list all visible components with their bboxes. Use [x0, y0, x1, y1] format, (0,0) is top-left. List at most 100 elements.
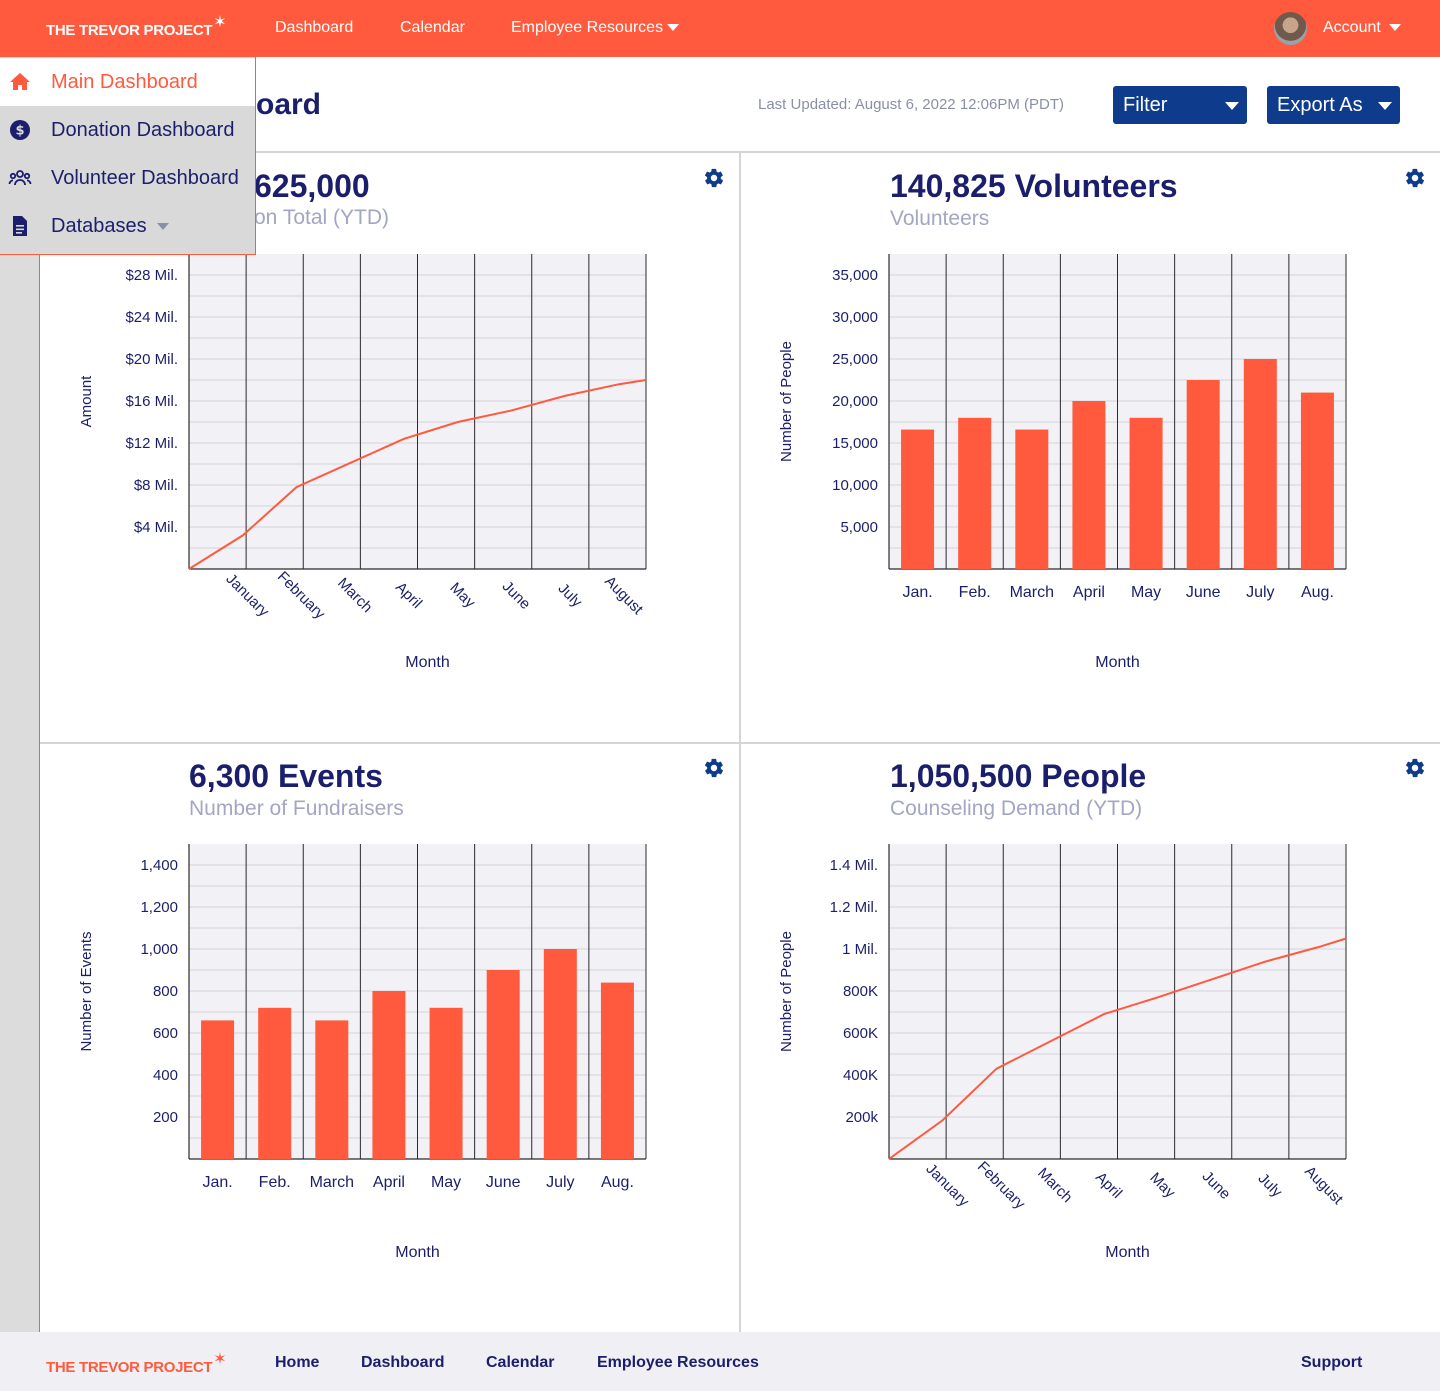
footer-link-support[interactable]: Support: [1301, 1354, 1363, 1371]
divider: [40, 742, 1440, 744]
side-menu: Main Dashboard $ Donation Dashboard Volu…: [0, 57, 256, 255]
filter-label: Filter: [1123, 94, 1168, 116]
y-tick-label: $16 Mil.: [125, 393, 178, 410]
bar: [486, 970, 520, 1159]
y-tick-label: 30,000: [832, 309, 878, 326]
y-tick-label: 1.4 Mil.: [830, 857, 878, 874]
x-axis-title: Month: [1095, 654, 1139, 671]
star-icon: ✶: [213, 1351, 227, 1368]
x-axis-title: Month: [1105, 1244, 1149, 1261]
y-tick-label: 600K: [843, 1025, 878, 1042]
x-tick-label: April: [1073, 584, 1105, 601]
menu-item-main-dashboard[interactable]: Main Dashboard: [0, 58, 255, 106]
x-tick-label: June: [499, 578, 534, 613]
x-tick-label: March: [1034, 1165, 1075, 1206]
people-icon: [8, 170, 32, 186]
chevron-down-icon: [1225, 102, 1239, 110]
bar: [1186, 380, 1220, 569]
y-tick-label: 1,400: [140, 857, 178, 874]
kpi-donations: 625,000: [254, 168, 370, 204]
y-tick-label: 400K: [843, 1067, 878, 1084]
y-axis-title: Amount: [78, 375, 95, 428]
databases-label: Databases: [51, 215, 147, 237]
footer-link-calendar[interactable]: Calendar: [486, 1354, 555, 1371]
dollar-circle-icon: $: [10, 120, 30, 140]
filter-dropdown[interactable]: Filter: [1113, 86, 1247, 124]
svg-text:$: $: [15, 124, 24, 139]
x-axis-title: Month: [395, 1244, 439, 1261]
menu-item-volunteer-dashboard[interactable]: Volunteer Dashboard: [0, 154, 255, 202]
footer-link-dashboard[interactable]: Dashboard: [361, 1354, 445, 1371]
y-tick-label: $20 Mil.: [125, 351, 178, 368]
home-icon: [10, 73, 30, 90]
menu-item-databases[interactable]: Databases: [0, 202, 255, 250]
x-tick-label: June: [486, 1174, 521, 1191]
x-tick-label: January: [222, 570, 272, 620]
menu-item-donation-dashboard[interactable]: $ Donation Dashboard: [0, 106, 255, 154]
account-menu[interactable]: Account: [1323, 19, 1401, 37]
x-tick-label: June: [1186, 584, 1221, 601]
bar: [1129, 417, 1163, 569]
footer-link-employee-resources[interactable]: Employee Resources: [597, 1354, 759, 1371]
chart-counseling: 200k 400K 600K 800K 1 Mil. 1.2 Mil. 1.4 Mil. Ja…: [740, 830, 1400, 1280]
menu-item-label: Volunteer Dashboard: [51, 167, 239, 189]
kpi-volunteers: 140,825 Volunteers: [890, 168, 1178, 204]
sidebar-rail: [0, 57, 40, 1332]
bar: [958, 417, 992, 569]
bar: [1015, 429, 1049, 569]
bar: [372, 991, 406, 1159]
subtitle-volunteers: Volunteers: [890, 207, 990, 230]
menu-item-label: Databases: [51, 215, 169, 238]
nav-calendar[interactable]: Calendar: [400, 19, 465, 36]
y-tick-label: 10,000: [832, 477, 878, 494]
menu-item-label: Donation Dashboard: [51, 119, 235, 141]
subtitle-counseling: Counseling Demand (YTD): [890, 797, 1143, 820]
x-tick-label: July: [1255, 1170, 1286, 1201]
y-tick-label: $24 Mil.: [125, 309, 178, 326]
footer-link-home[interactable]: Home: [275, 1354, 320, 1371]
y-tick-label: 1,000: [140, 941, 178, 958]
star-icon: ✶: [213, 14, 227, 31]
chevron-down-icon: [1388, 24, 1401, 32]
gear-icon[interactable]: [703, 167, 725, 189]
y-tick-label: 20,000: [832, 393, 878, 410]
export-label: Export As: [1277, 94, 1363, 116]
x-tick-label: January: [922, 1160, 972, 1210]
x-tick-label: July: [546, 1174, 574, 1191]
series-line: [188, 379, 647, 570]
x-tick-label: Aug.: [1301, 584, 1334, 601]
x-tick-label: June: [1199, 1168, 1234, 1203]
x-tick-label: March: [334, 575, 375, 616]
brand-logo[interactable]: THE TREVOR PROJECT ✶: [46, 14, 227, 39]
y-tick-label: 400: [153, 1067, 178, 1084]
x-tick-label: March: [1010, 584, 1054, 601]
footer-logo[interactable]: THE TREVOR PROJECT ✶: [46, 1351, 227, 1376]
x-tick-label: February: [974, 1158, 1029, 1213]
y-tick-label: 35,000: [832, 267, 878, 284]
nav-employee-resources[interactable]: Employee Resources: [511, 19, 680, 37]
chart-svg: $4 Mil. $8 Mil. $12 Mil. $16 Mil. $20 Mil. $2…: [78, 254, 647, 671]
subtitle-events: Number of Fundraisers: [189, 797, 404, 820]
avatar[interactable]: [1274, 12, 1307, 45]
y-tick-label: 800: [153, 983, 178, 1000]
nav-dashboard[interactable]: Dashboard: [275, 19, 354, 36]
series-line: [888, 937, 1347, 1160]
x-tick-label: May: [431, 1174, 461, 1191]
export-dropdown[interactable]: Export As: [1267, 86, 1400, 124]
gear-icon[interactable]: [703, 757, 725, 779]
y-axis-title: Number of People: [778, 341, 795, 462]
chevron-down-icon: [667, 24, 680, 32]
document-icon: [13, 216, 27, 236]
x-tick-label: July: [1246, 584, 1274, 601]
nav-employee-resources-label: Employee Resources: [511, 19, 664, 36]
x-tick-label: Jan.: [202, 1174, 232, 1191]
gear-icon[interactable]: [1404, 757, 1426, 779]
x-tick-label: May: [1146, 1169, 1178, 1201]
y-tick-label: $12 Mil.: [125, 435, 178, 452]
y-tick-label: $8 Mil.: [134, 477, 178, 494]
gear-icon[interactable]: [1404, 167, 1426, 189]
x-tick-label: Feb.: [259, 1174, 291, 1191]
x-tick-label: August: [601, 573, 647, 619]
x-tick-label: August: [1301, 1163, 1347, 1209]
y-axis-title: Number of People: [778, 931, 795, 1052]
